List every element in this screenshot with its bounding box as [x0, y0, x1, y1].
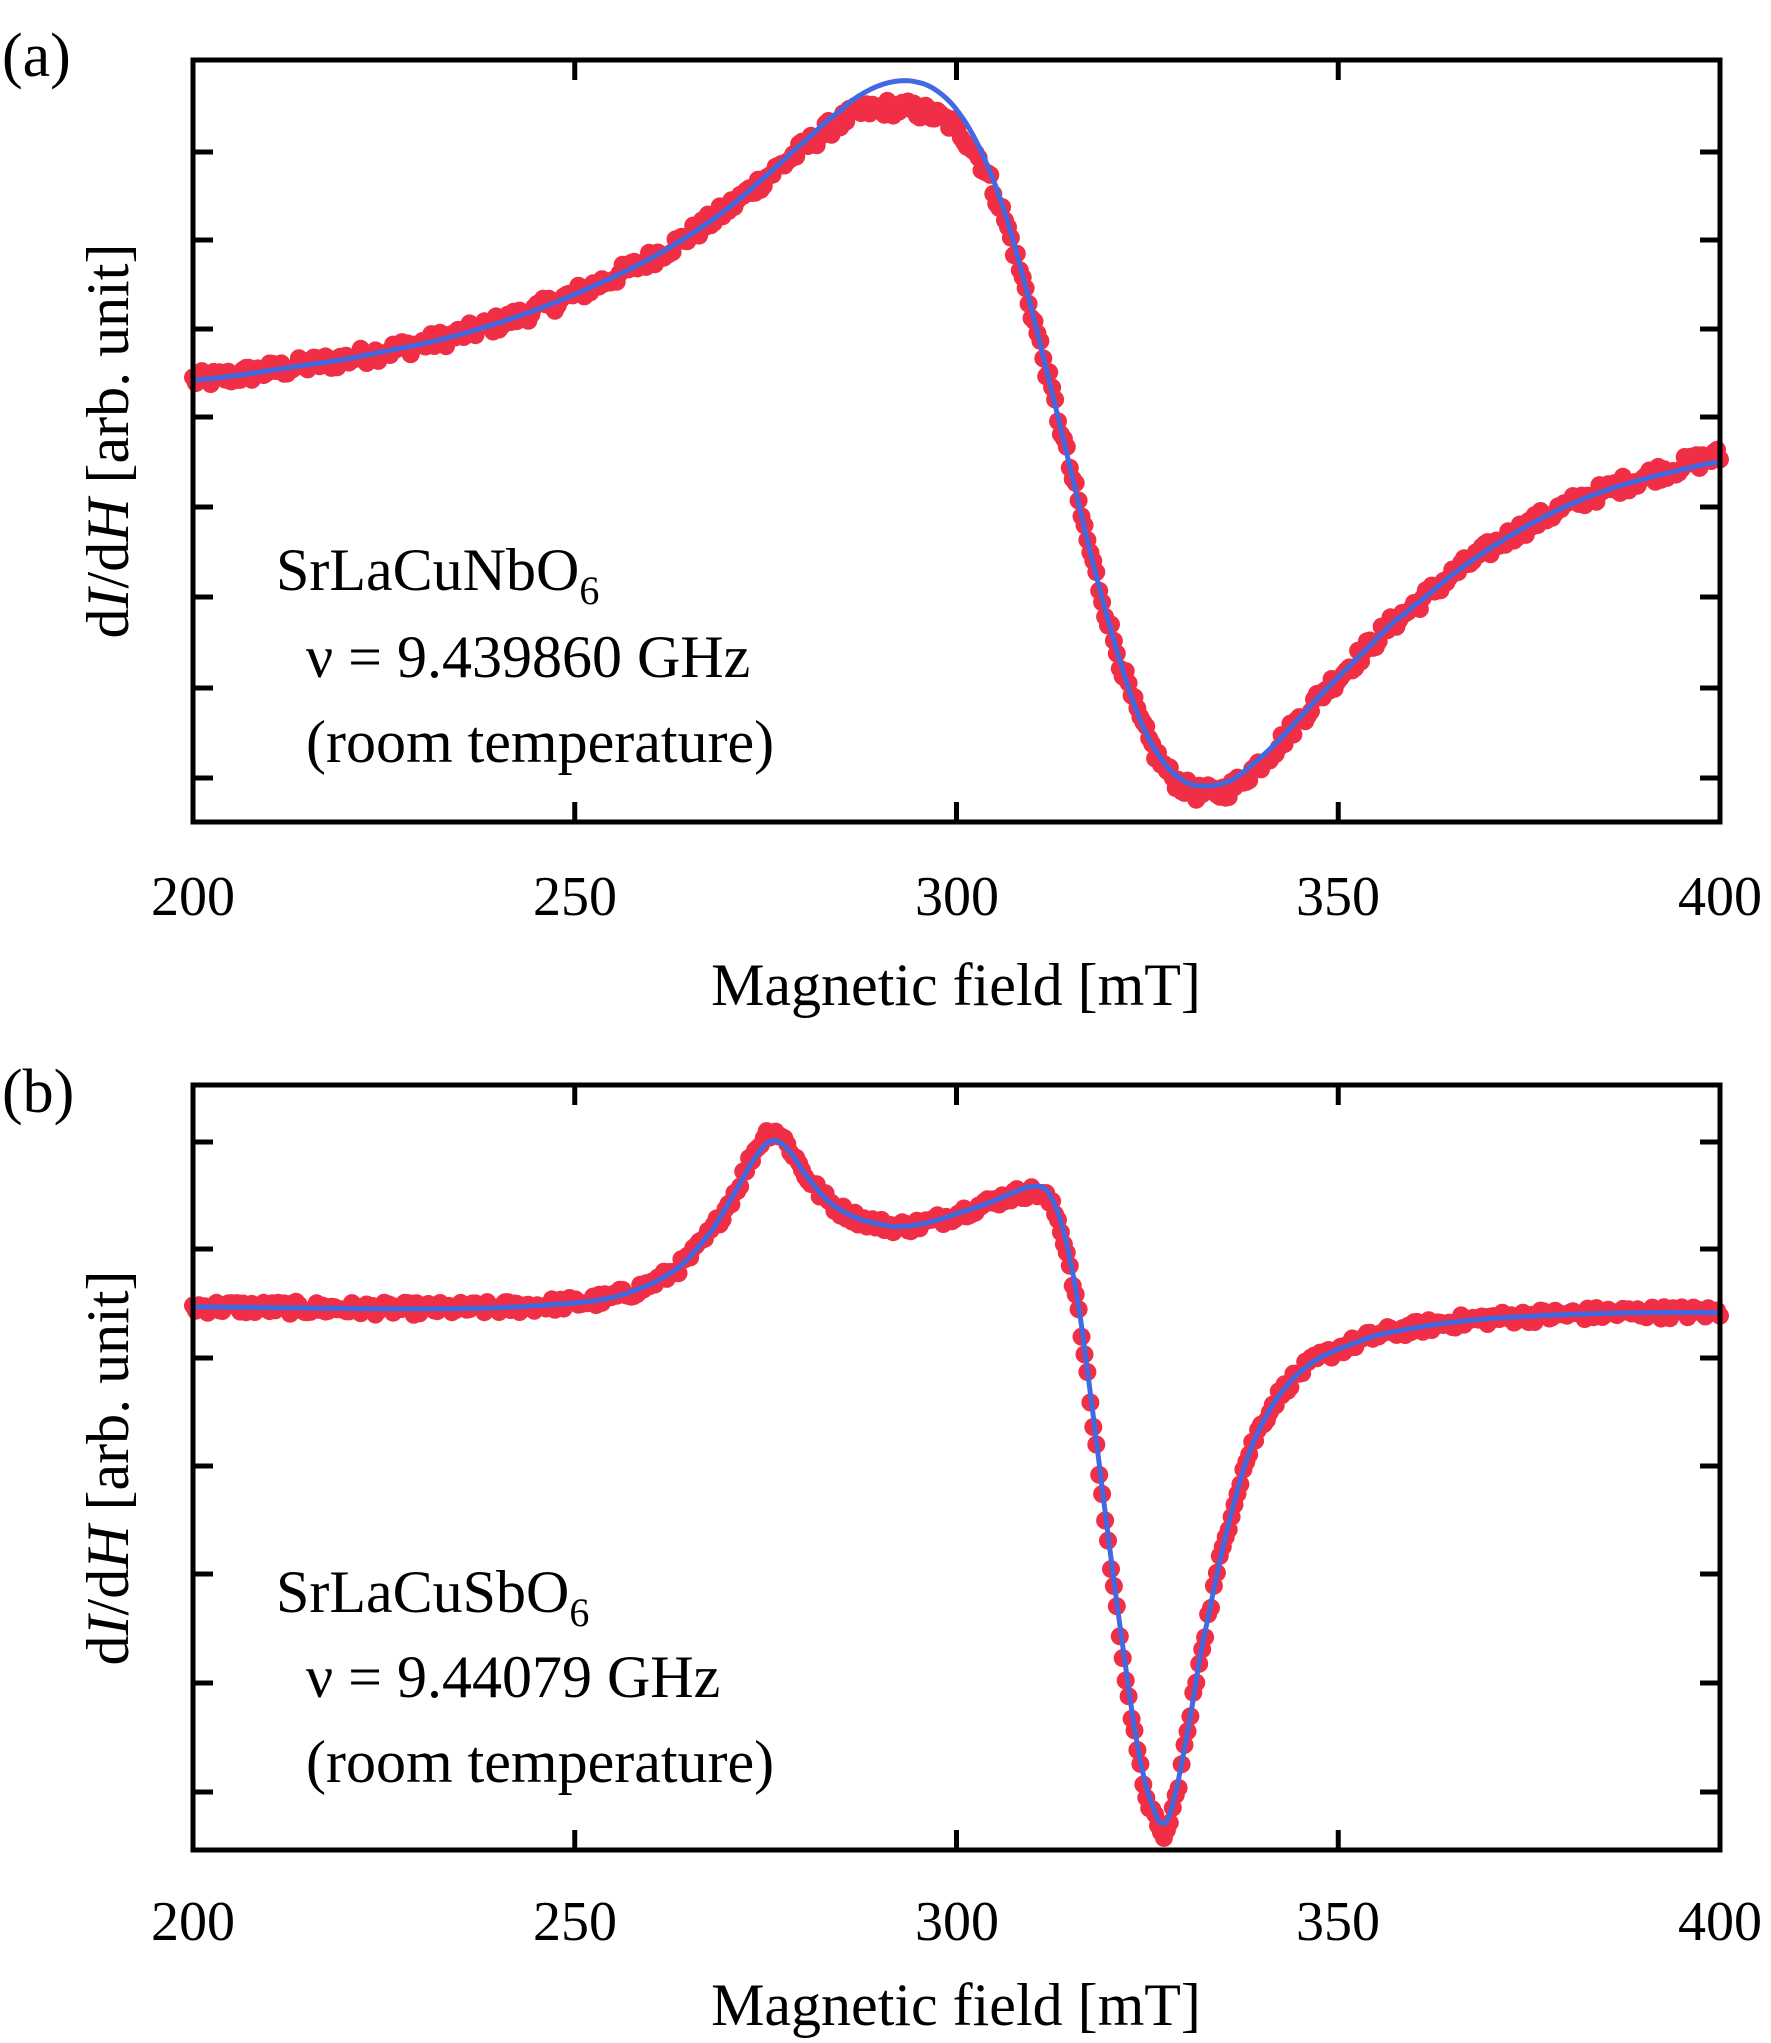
panel-b-data-point [1281, 1378, 1300, 1397]
panel-a-frequency: ν = 9.439860 GHz [306, 624, 750, 690]
panel-a-xtick-200: 200 [151, 866, 235, 928]
panel-a-condition: (room temperature) [306, 709, 774, 775]
panel-a-ticks [193, 60, 1720, 822]
panel-b-x-tick-labels: 200 250 300 350 400 [151, 1891, 1762, 1953]
panel-a-label: (a) [2, 22, 71, 90]
panel-b-compound: SrLaCuSbO6 [276, 1559, 589, 1635]
panel-a-xtick-250: 250 [533, 866, 617, 928]
panel-a-x-tick-labels: 200 250 300 350 400 [151, 866, 1762, 928]
panel-a: (a) 200 250 300 350 400 Magnetic field [… [2, 22, 1762, 1018]
panel-b: (b) 200 250 300 350 400 Magnetic field [… [2, 1058, 1762, 2038]
panel-b-data-point [1160, 1813, 1179, 1832]
panel-b-xtick-200: 200 [151, 1891, 235, 1953]
panel-a-xtick-400: 400 [1678, 866, 1762, 928]
panel-b-annotation: SrLaCuSbO6 ν = 9.44079 GHz (room tempera… [276, 1559, 774, 1795]
panel-a-fit-line [192, 78, 1721, 789]
panel-b-xtick-350: 350 [1296, 1891, 1380, 1953]
panel-b-x-axis-title: Magnetic field [mT] [711, 1972, 1201, 2038]
panel-a-points [184, 91, 1729, 809]
panel-b-xtick-300: 300 [915, 1891, 999, 1953]
panel-b-fit-line [192, 1137, 1720, 1826]
panel-b-xtick-250: 250 [533, 1891, 617, 1953]
panel-a-annotation: SrLaCuNbO6 ν = 9.439860 GHz (room temper… [276, 537, 774, 775]
panel-b-frequency: ν = 9.44079 GHz [306, 1644, 720, 1710]
panel-b-ticks [193, 1085, 1720, 1850]
panel-b-xtick-400: 400 [1678, 1891, 1762, 1953]
panel-a-xtick-300: 300 [915, 866, 999, 928]
panel-b-label: (b) [2, 1058, 74, 1126]
panel-b-condition: (room temperature) [306, 1729, 774, 1795]
panel-b-y-axis-title: dI/dH [arb. unit] [75, 1271, 141, 1666]
panel-a-xtick-350: 350 [1296, 866, 1380, 928]
panel-a-x-axis-title: Magnetic field [mT] [711, 952, 1201, 1018]
panel-a-y-axis-title: dI/dH [arb. unit] [75, 244, 141, 639]
panel-a-compound: SrLaCuNbO6 [276, 537, 599, 613]
panel-a-frame [190, 57, 1723, 825]
